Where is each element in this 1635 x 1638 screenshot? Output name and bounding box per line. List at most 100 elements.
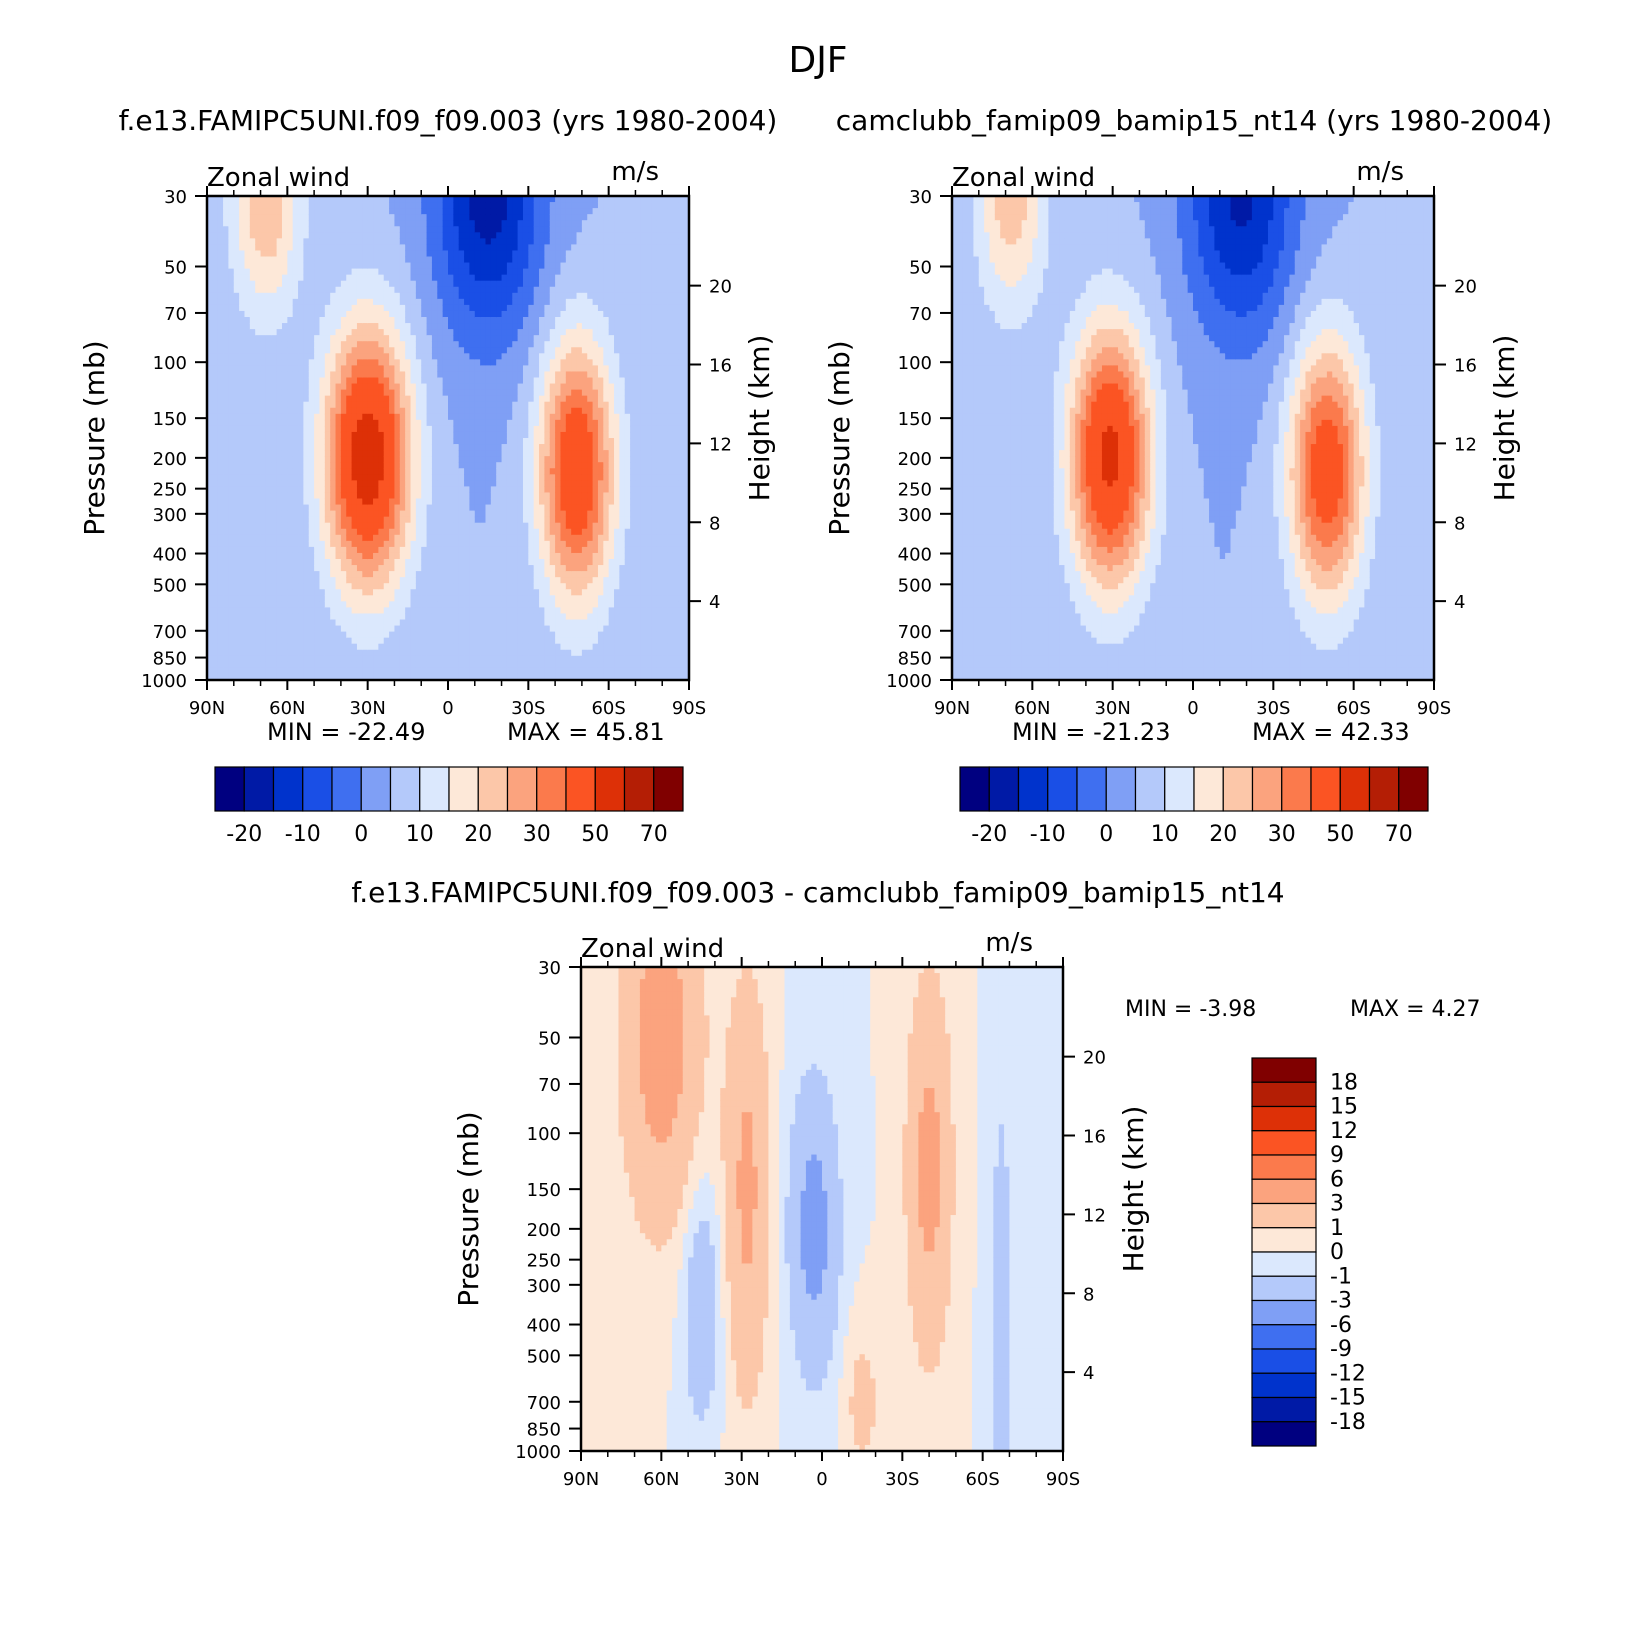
- contour-cell: [266, 220, 272, 227]
- contour-cell: [341, 414, 347, 421]
- contour-cell: [443, 523, 449, 530]
- contour-cell: [330, 384, 336, 391]
- contour-cell: [400, 226, 406, 233]
- contour-cell: [303, 365, 309, 372]
- contour-cell: [336, 420, 342, 427]
- contour-cell: [325, 287, 331, 294]
- contour-cell: [518, 432, 524, 439]
- contour-cell: [282, 541, 288, 548]
- contour-cell: [287, 269, 293, 276]
- contour-cell: [255, 347, 261, 354]
- contour-cell: [325, 565, 331, 572]
- contour-cell: [389, 535, 395, 542]
- contour-cell: [469, 577, 475, 584]
- contour-cell: [336, 359, 342, 366]
- contour-cell: [341, 662, 347, 669]
- contour-cell: [507, 511, 513, 518]
- contour-cell: [352, 613, 358, 620]
- contour-cell: [239, 226, 245, 233]
- contour-cell: [416, 250, 422, 257]
- contour-cell: [239, 263, 245, 270]
- contour-cell: [421, 317, 427, 324]
- contour-cell: [384, 335, 390, 342]
- contour-cell: [287, 559, 293, 566]
- contour-cell: [523, 571, 529, 578]
- contour-cell: [507, 269, 513, 276]
- contour-cell: [244, 293, 250, 300]
- contour-cell: [496, 474, 502, 481]
- contour-cell: [518, 263, 524, 270]
- contour-cell: [319, 480, 325, 487]
- contour-cell: [287, 299, 293, 306]
- contour-cell: [427, 317, 433, 324]
- contour-cell: [464, 414, 470, 421]
- contour-cell: [384, 299, 390, 306]
- contour-cell: [330, 208, 336, 215]
- contour-cell: [277, 541, 283, 548]
- contour-cell: [362, 456, 368, 463]
- contour-cell: [298, 323, 304, 330]
- contour-cell: [518, 396, 524, 403]
- contour-cell: [496, 263, 502, 270]
- contour-cell: [239, 214, 245, 221]
- contour-cell: [346, 438, 352, 445]
- contour-cell: [459, 474, 465, 481]
- contour-cell: [491, 583, 497, 590]
- contour-cell: [491, 432, 497, 439]
- contour-cell: [271, 444, 277, 451]
- contour-cell: [330, 523, 336, 530]
- contour-cell: [432, 365, 438, 372]
- contour-cell: [373, 390, 379, 397]
- contour-cell: [293, 359, 299, 366]
- contour-cell: [319, 202, 325, 209]
- contour-cell: [405, 396, 411, 403]
- contour-cell: [298, 408, 304, 415]
- contour-cell: [469, 299, 475, 306]
- contour-cell: [421, 529, 427, 536]
- contour-cell: [507, 329, 513, 336]
- contour-cell: [271, 462, 277, 469]
- contour-cell: [234, 244, 240, 251]
- contour-cell: [378, 505, 384, 512]
- contour-cell: [528, 577, 534, 584]
- contour-cell: [277, 208, 283, 215]
- contour-cell: [298, 299, 304, 306]
- contour-cell: [277, 601, 283, 608]
- contour-cell: [341, 638, 347, 645]
- contour-cell: [293, 656, 299, 663]
- contour-cell: [282, 384, 288, 391]
- contour-cell: [266, 293, 272, 300]
- contour-cell: [282, 505, 288, 512]
- contour-cell: [378, 317, 384, 324]
- contour-cell: [464, 293, 470, 300]
- contour-cell: [389, 220, 395, 227]
- contour-cell: [448, 480, 454, 487]
- contour-cell: [287, 553, 293, 560]
- contour-cell: [384, 613, 390, 620]
- contour-cell: [394, 359, 400, 366]
- contour-cell: [362, 214, 368, 221]
- contour-cell: [303, 420, 309, 427]
- contour-cell: [534, 371, 540, 378]
- contour-cell: [384, 269, 390, 276]
- contour-cell: [534, 263, 540, 270]
- contour-cell: [485, 214, 491, 221]
- contour-cell: [453, 384, 459, 391]
- contour-cell: [421, 365, 427, 372]
- contour-cell: [539, 299, 545, 306]
- contour-cell: [357, 456, 363, 463]
- contour-cell: [368, 644, 374, 651]
- contour-cell: [432, 486, 438, 493]
- contour-cell: [314, 474, 320, 481]
- contour-cell: [234, 620, 240, 627]
- contour-cell: [277, 232, 283, 239]
- contour-cell: [261, 202, 267, 209]
- contour-cell: [271, 541, 277, 548]
- contour-cell: [368, 559, 374, 566]
- contour-cell: [469, 317, 475, 324]
- contour-cell: [244, 583, 250, 590]
- contour-cell: [223, 456, 229, 463]
- contour-cell: [405, 317, 411, 324]
- contour-cell: [400, 208, 406, 215]
- contour-cell: [244, 281, 250, 288]
